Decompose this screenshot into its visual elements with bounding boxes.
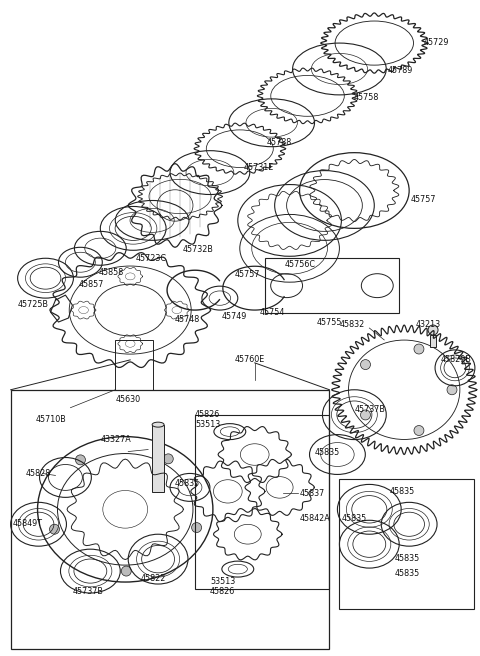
Text: 45788: 45788 bbox=[267, 138, 292, 147]
Text: 45842A: 45842A bbox=[300, 514, 330, 523]
Text: 45857: 45857 bbox=[78, 280, 104, 289]
Text: 45835: 45835 bbox=[389, 487, 414, 497]
Text: 45731E: 45731E bbox=[244, 163, 274, 172]
Circle shape bbox=[360, 410, 371, 420]
Text: 45822: 45822 bbox=[140, 574, 166, 583]
Bar bbox=[339, 480, 474, 609]
Bar bbox=[264, 258, 399, 313]
Text: 45737B: 45737B bbox=[354, 405, 385, 414]
Text: 45835: 45835 bbox=[394, 554, 420, 563]
Text: 45754: 45754 bbox=[260, 308, 285, 317]
Text: 45760E: 45760E bbox=[235, 355, 265, 364]
Text: 45826: 45826 bbox=[195, 410, 220, 419]
Text: 45723C: 45723C bbox=[135, 255, 166, 263]
Text: 45755: 45755 bbox=[316, 318, 342, 327]
Circle shape bbox=[428, 325, 438, 335]
Circle shape bbox=[163, 454, 173, 464]
Text: 45829B: 45829B bbox=[441, 355, 472, 364]
Text: 45835: 45835 bbox=[341, 514, 367, 523]
Text: 43327A: 43327A bbox=[100, 434, 131, 443]
Circle shape bbox=[121, 566, 131, 576]
Bar bbox=[430, 335, 436, 347]
Circle shape bbox=[414, 344, 424, 354]
Bar bbox=[195, 415, 329, 589]
Circle shape bbox=[192, 523, 202, 533]
Text: 45835: 45835 bbox=[314, 447, 340, 457]
Text: 45828: 45828 bbox=[25, 470, 51, 478]
Text: 45835: 45835 bbox=[394, 569, 420, 578]
Text: 45757: 45757 bbox=[410, 195, 436, 205]
Circle shape bbox=[75, 455, 85, 465]
Text: 45835: 45835 bbox=[175, 480, 200, 489]
Text: 43213: 43213 bbox=[415, 320, 440, 329]
Ellipse shape bbox=[152, 422, 164, 427]
Text: 45737B: 45737B bbox=[72, 587, 103, 596]
Circle shape bbox=[360, 359, 371, 369]
Circle shape bbox=[49, 524, 60, 534]
Text: 45757: 45757 bbox=[235, 270, 260, 279]
Text: 45630: 45630 bbox=[115, 395, 140, 403]
Text: 45748: 45748 bbox=[175, 315, 200, 324]
Text: 53513: 53513 bbox=[210, 577, 235, 586]
Bar bbox=[11, 390, 329, 649]
Text: 45826: 45826 bbox=[210, 587, 235, 596]
Text: 45732B: 45732B bbox=[183, 245, 214, 255]
Bar bbox=[152, 424, 164, 493]
Text: 45832: 45832 bbox=[339, 320, 365, 329]
Text: 45849T: 45849T bbox=[12, 520, 43, 528]
Text: 45725B: 45725B bbox=[18, 300, 48, 309]
Text: 53513: 53513 bbox=[195, 420, 220, 428]
Circle shape bbox=[447, 385, 457, 395]
Text: 45858: 45858 bbox=[98, 268, 123, 277]
Circle shape bbox=[414, 426, 424, 436]
Text: 45710B: 45710B bbox=[36, 415, 66, 424]
Text: 45837: 45837 bbox=[300, 489, 325, 499]
Text: 45789: 45789 bbox=[387, 66, 413, 75]
Text: 45758: 45758 bbox=[353, 93, 379, 102]
Text: 45756C: 45756C bbox=[285, 260, 316, 269]
Text: 45749: 45749 bbox=[222, 312, 247, 321]
Text: 45729: 45729 bbox=[424, 38, 450, 47]
Bar bbox=[115, 340, 153, 390]
